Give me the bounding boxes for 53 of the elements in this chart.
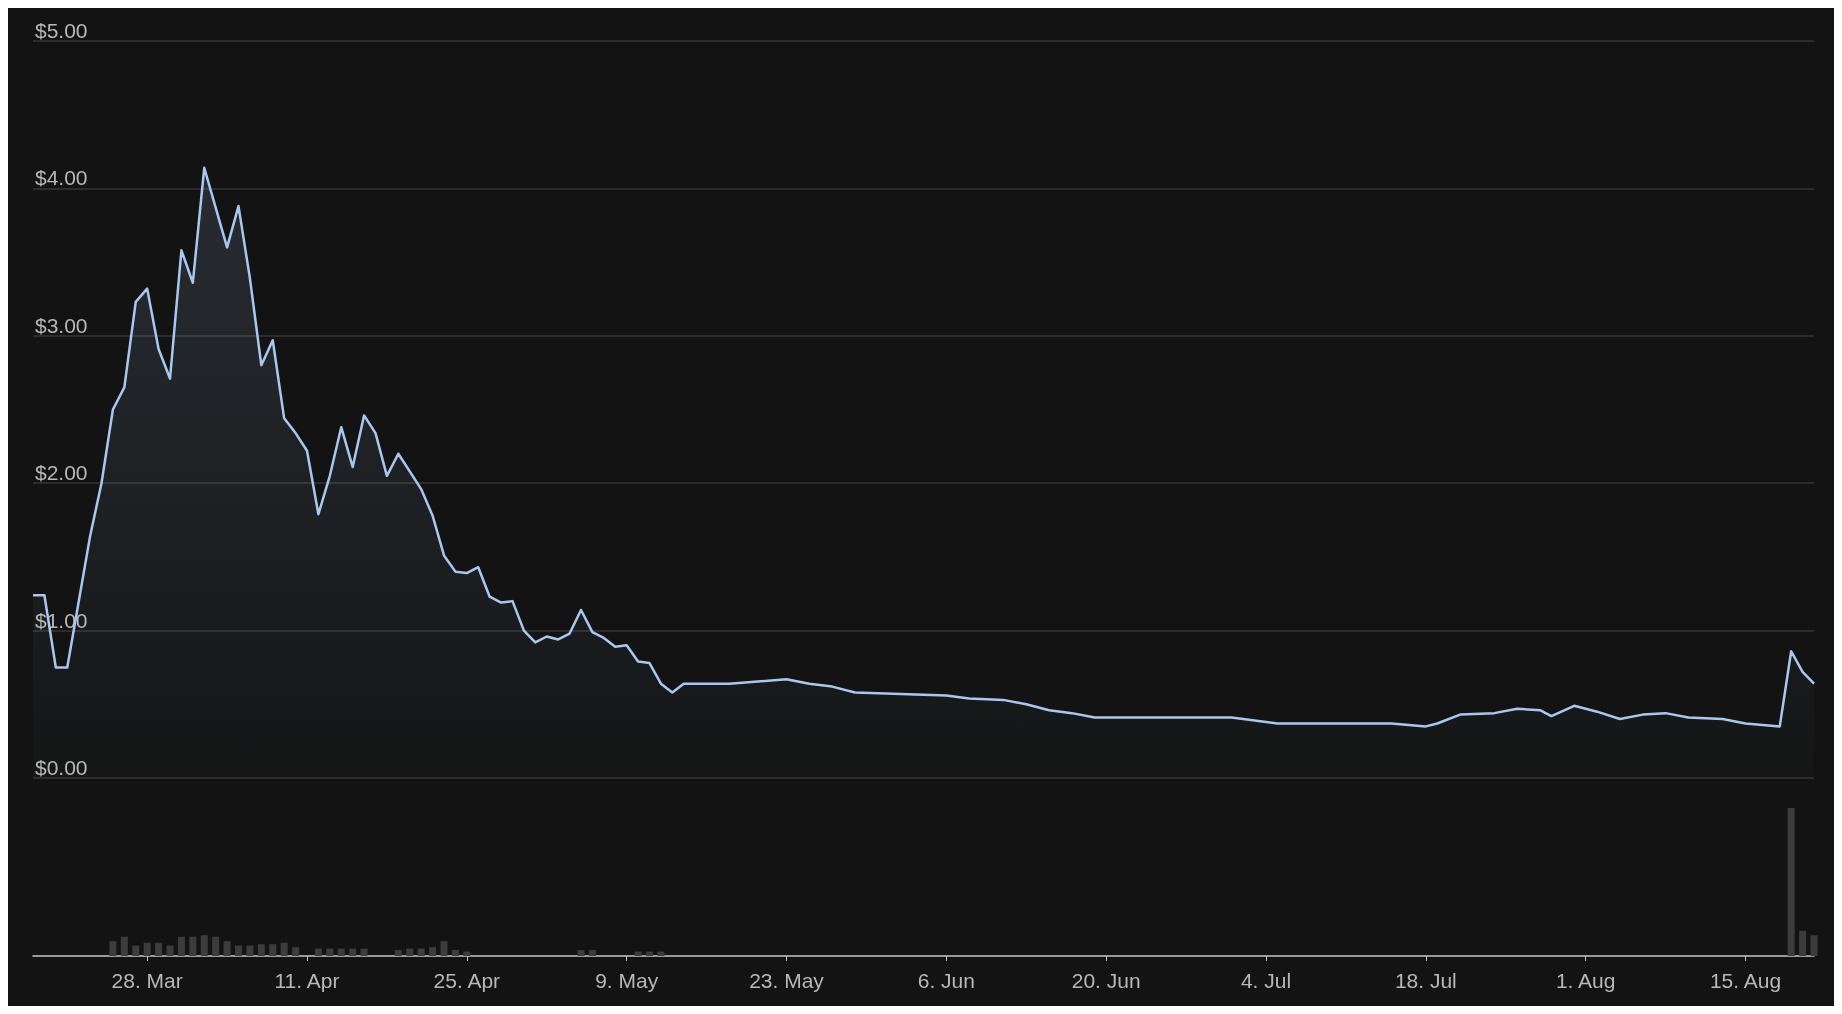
- bar: [440, 941, 448, 956]
- bar: [451, 950, 459, 956]
- bar: [235, 945, 242, 956]
- bar: [212, 936, 220, 956]
- y-tick-label: $5.00: [35, 19, 88, 42]
- bar: [646, 951, 653, 956]
- bar: [429, 947, 437, 956]
- x-tick-label: 6. Jun: [917, 969, 975, 992]
- x-tick-label: 18. Jul: [1394, 969, 1457, 992]
- x-tick-label: 11. Apr: [274, 969, 340, 992]
- bar: [1810, 935, 1818, 956]
- bar: [1799, 930, 1807, 956]
- x-tick-label: 15. Aug: [1709, 969, 1782, 992]
- bar: [463, 951, 471, 956]
- y-tick-label: $4.00: [35, 166, 88, 190]
- bar: [588, 950, 596, 956]
- bar: [577, 950, 585, 956]
- x-tick-label: 4. Jul: [1240, 969, 1292, 992]
- bar: [155, 942, 163, 956]
- bar: [132, 945, 140, 956]
- bar: [417, 948, 425, 956]
- bar: [280, 942, 288, 956]
- x-tick-label: 1. Aug: [1555, 969, 1616, 992]
- x-tick-label: 23. May: [749, 969, 825, 992]
- bar: [314, 948, 322, 956]
- bar: [223, 941, 231, 956]
- bar: [177, 936, 185, 956]
- bar: [109, 941, 117, 956]
- bar: [634, 951, 642, 956]
- bar: [349, 948, 357, 956]
- bar: [292, 947, 300, 956]
- y-tick-label: $0.00: [35, 756, 88, 779]
- bar: [269, 944, 277, 956]
- y-tick-label: $3.00: [35, 313, 88, 337]
- x-tick-label: 25. Apr: [433, 969, 501, 992]
- bar: [246, 945, 254, 956]
- bar: [657, 951, 665, 956]
- bar: [360, 948, 368, 956]
- x-tick-label: 20. Jun: [1071, 969, 1141, 992]
- x-tick-label: 9. May: [595, 969, 659, 992]
- bar: [200, 935, 208, 956]
- bar: [120, 936, 128, 956]
- bar: [406, 948, 414, 956]
- bar: [189, 936, 197, 956]
- bar: [143, 942, 151, 956]
- x-tick-label: 28. Mar: [111, 969, 183, 992]
- bar: [326, 948, 334, 956]
- bar: [166, 945, 174, 956]
- y-tick-label: $2.00: [35, 461, 88, 485]
- bar: [394, 950, 402, 956]
- bar: [1787, 808, 1795, 956]
- bar: [337, 948, 345, 956]
- bar: [257, 944, 265, 956]
